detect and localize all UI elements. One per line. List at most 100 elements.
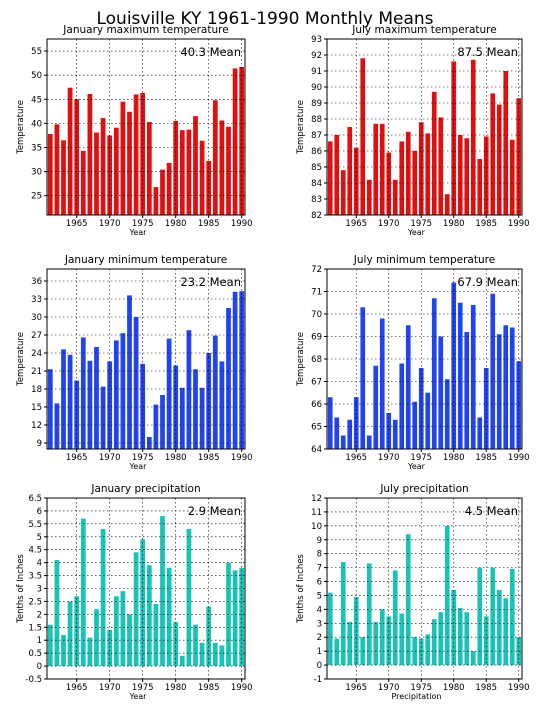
bar-1968 bbox=[373, 123, 379, 215]
y-axis-label: Temperature bbox=[16, 332, 26, 387]
y-tick-label: 85 bbox=[311, 163, 322, 173]
bar-1982 bbox=[464, 138, 470, 215]
y-axis-label: Tenths of Inches bbox=[16, 554, 26, 624]
y-tick-label: 9 bbox=[37, 439, 42, 449]
bar-1976 bbox=[425, 392, 431, 449]
x-tick-label: 1990 bbox=[508, 219, 530, 229]
bar-1965 bbox=[74, 380, 80, 449]
y-tick-label: 88 bbox=[311, 115, 322, 125]
y-tick-label: 70 bbox=[311, 310, 322, 320]
bar-1961 bbox=[327, 141, 333, 215]
bar-1978 bbox=[438, 612, 444, 666]
bar-1988 bbox=[503, 71, 509, 215]
bar-1967 bbox=[87, 637, 93, 667]
bar-1964 bbox=[347, 621, 353, 666]
bar-1978 bbox=[438, 336, 444, 449]
x-tick-label: 1975 bbox=[410, 219, 432, 229]
bar-1964 bbox=[67, 87, 73, 215]
y-tick-label: -0.5 bbox=[25, 675, 42, 685]
y-tick-label: 1 bbox=[317, 647, 322, 657]
bar-1975 bbox=[140, 93, 146, 215]
bar-1966 bbox=[80, 337, 86, 449]
chart-title: July minimum temperature bbox=[353, 254, 495, 266]
bar-1987 bbox=[219, 645, 225, 667]
bar-1982 bbox=[186, 330, 192, 449]
x-tick-label: 1980 bbox=[165, 453, 187, 463]
bar-1964 bbox=[347, 127, 353, 215]
x-tick-label: 1965 bbox=[345, 453, 367, 463]
y-tick-label: -1 bbox=[314, 675, 322, 685]
y-tick-label: 93 bbox=[311, 35, 322, 45]
bar-1965 bbox=[353, 397, 359, 449]
bar-1968 bbox=[94, 347, 99, 449]
x-tick-label: 1985 bbox=[475, 219, 497, 229]
y-tick-label: 36 bbox=[31, 277, 42, 287]
x-axis-label: Year bbox=[129, 462, 148, 471]
bar-1981 bbox=[179, 130, 185, 215]
bar-1964 bbox=[347, 419, 353, 449]
y-tick-label: 24 bbox=[31, 349, 42, 359]
bar-1970 bbox=[107, 629, 113, 667]
mean-label: 40.3 Mean bbox=[180, 45, 241, 59]
bar-1963 bbox=[61, 140, 66, 215]
bar-1988 bbox=[503, 598, 509, 666]
y-axis-label: Temperature bbox=[16, 100, 26, 155]
bar-1967 bbox=[366, 563, 372, 666]
y-tick-label: 5.5 bbox=[28, 520, 42, 530]
bar-1977 bbox=[153, 187, 159, 215]
y-tick-label: 87 bbox=[311, 131, 322, 141]
plot-frame bbox=[46, 38, 246, 216]
bar-1986 bbox=[212, 335, 218, 449]
y-tick-label: 7 bbox=[317, 564, 322, 574]
bar-1966 bbox=[360, 58, 366, 216]
bar-1966 bbox=[360, 637, 366, 666]
x-tick-label: 1985 bbox=[475, 683, 497, 693]
x-tick-label: 1975 bbox=[132, 683, 154, 693]
x-tick-label: 1965 bbox=[66, 683, 88, 693]
y-tick-label: 68 bbox=[311, 355, 322, 365]
bar-1981 bbox=[179, 655, 185, 667]
bar-1982 bbox=[464, 612, 470, 666]
bar-1973 bbox=[127, 295, 132, 449]
y-tick-label: 86 bbox=[311, 147, 322, 157]
bar-1968 bbox=[94, 609, 99, 667]
y-tick-label: 82 bbox=[311, 211, 322, 221]
x-axis-label: Year bbox=[129, 692, 148, 701]
bar-1979 bbox=[166, 567, 172, 667]
bar-1974 bbox=[412, 637, 418, 666]
y-tick-label: 40 bbox=[31, 119, 42, 129]
y-axis-label: Temperature bbox=[296, 100, 306, 155]
bar-1963 bbox=[340, 435, 346, 449]
y-tick-label: 12 bbox=[311, 494, 322, 504]
bar-1967 bbox=[366, 179, 372, 215]
bar-1986 bbox=[490, 567, 496, 666]
y-tick-label: 0 bbox=[317, 661, 322, 671]
bar-1966 bbox=[80, 150, 86, 215]
bar-1984 bbox=[199, 387, 205, 449]
x-tick-label: 1985 bbox=[475, 453, 497, 463]
bar-1962 bbox=[54, 560, 60, 667]
plot-frame bbox=[326, 38, 523, 216]
y-tick-label: 1.5 bbox=[28, 623, 42, 633]
y-tick-label: 1 bbox=[37, 636, 42, 646]
bar-1984 bbox=[199, 140, 205, 215]
y-tick-label: 30 bbox=[31, 168, 42, 178]
bar-1984 bbox=[477, 567, 483, 666]
x-tick-label: 1985 bbox=[198, 683, 220, 693]
y-tick-label: 71 bbox=[311, 288, 322, 298]
mean-label: 67.9 Mean bbox=[457, 275, 518, 289]
y-tick-label: 83 bbox=[311, 195, 322, 205]
bar-1963 bbox=[61, 635, 66, 667]
bar-1981 bbox=[179, 387, 185, 449]
y-tick-label: 3 bbox=[37, 585, 42, 595]
bar-1984 bbox=[199, 642, 205, 667]
y-tick-label: 35 bbox=[31, 143, 42, 153]
bar-1989 bbox=[232, 291, 238, 449]
y-tick-label: 12 bbox=[31, 421, 42, 431]
bar-1985 bbox=[483, 368, 489, 449]
bar-1968 bbox=[373, 365, 379, 449]
x-tick-label: 1970 bbox=[99, 453, 121, 463]
bar-1973 bbox=[405, 131, 411, 215]
x-tick-label: 1990 bbox=[508, 453, 530, 463]
y-tick-label: 3 bbox=[317, 619, 322, 629]
